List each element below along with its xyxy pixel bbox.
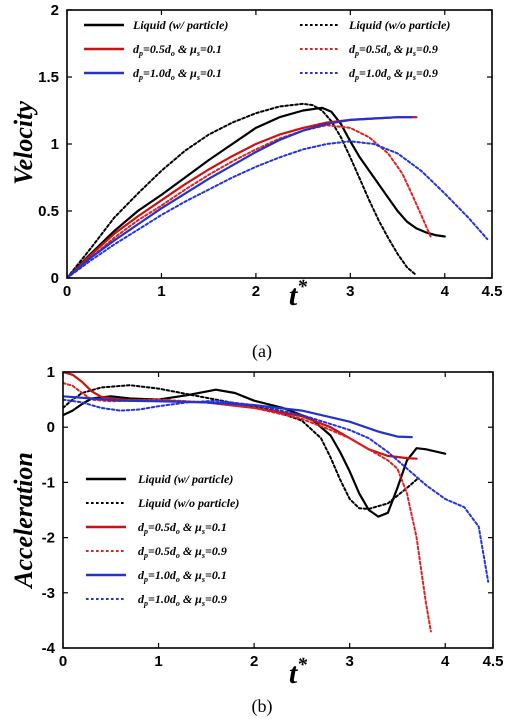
acceleration-x-tick-label: 2 bbox=[250, 653, 258, 670]
acceleration-plot-frame bbox=[62, 371, 494, 649]
acceleration-series-line-6 bbox=[63, 398, 490, 583]
velocity-x-axis-label-main: t bbox=[289, 279, 299, 312]
velocity-x-tick-label: 0 bbox=[63, 283, 71, 300]
acceleration-x-tick-label: 4.5 bbox=[483, 653, 504, 670]
acceleration-legend: Liquid (w/ particle) Liquid (w/o particle… bbox=[86, 472, 239, 608]
acceleration-chart: 0 1 2 3 4 4.5-4-3-2-101 Liquid (w/ particle)L… bbox=[9, 364, 503, 717]
velocity-chart: 0 1 2 3 4 4.500.511.52 Liquid (w/ particle) Li… bbox=[9, 2, 502, 362]
acceleration-legend-label-2: Liquid (w/o particle) bbox=[137, 496, 239, 510]
acceleration-x-tick-label: 1 bbox=[154, 653, 162, 670]
velocity-x-axis-label: t* bbox=[289, 276, 308, 312]
acceleration-legend-item-5: dp=1.0do & μs=0.1 bbox=[86, 568, 227, 584]
acceleration-legend-item-4: dp=0.5do & μs=0.9 bbox=[86, 544, 227, 560]
acceleration-legend-item-1: Liquid (w/ particle) bbox=[86, 472, 233, 486]
velocity-x-tick-label: 2 bbox=[252, 283, 260, 300]
velocity-x-tick-label: 4.5 bbox=[482, 283, 503, 300]
velocity-y-axis-label: Velocity bbox=[9, 101, 38, 185]
velocity-series-line-5 bbox=[67, 116, 413, 278]
acceleration-y-tick-label: -4 bbox=[42, 640, 56, 657]
velocity-series-line-1 bbox=[67, 106, 446, 278]
acceleration-y-tick-label: -1 bbox=[42, 474, 55, 491]
velocity-series-line-3 bbox=[67, 116, 418, 278]
velocity-series-line-6 bbox=[67, 140, 489, 278]
velocity-series-line-2 bbox=[67, 102, 418, 278]
acceleration-x-tick-label: 3 bbox=[345, 653, 353, 670]
velocity-axis-ticks: 0 1 2 3 4 4.5 0 0.5 1 1.5 2 bbox=[38, 2, 502, 300]
velocity-series-line-4 bbox=[67, 124, 432, 278]
acceleration-x-axis-label-sup: * bbox=[297, 654, 308, 676]
acceleration-legend-label-3: dp=0.5do & μs=0.1 bbox=[138, 520, 227, 536]
velocity-legend-label-1: Liquid (w/ particle) bbox=[132, 18, 228, 32]
velocity-legend-label-3: dp=0.5do & μs=0.1 bbox=[133, 42, 222, 58]
velocity-legend-item-2: Liquid (w/o particle) bbox=[300, 18, 450, 32]
velocity-y-tick-label: 0 bbox=[51, 270, 59, 287]
velocity-legend-item-1: Liquid (w/ particle) bbox=[84, 18, 228, 32]
velocity-caption: (a) bbox=[252, 341, 272, 362]
velocity-legend-item-4: dp=0.5do & μs=0.9 bbox=[300, 42, 438, 58]
acceleration-legend-label-4: dp=0.5do & μs=0.9 bbox=[138, 544, 227, 560]
velocity-y-tick-label: 1.5 bbox=[38, 69, 59, 86]
acceleration-x-tick-label: 0 bbox=[59, 653, 67, 670]
acceleration-legend-label-1: Liquid (w/ particle) bbox=[137, 472, 233, 486]
velocity-legend-item-6: dp=1.0do & μs=0.9 bbox=[300, 66, 438, 82]
acceleration-x-axis-label-main: t bbox=[289, 657, 299, 690]
velocity-legend-item-5: dp=1.0do & μs=0.1 bbox=[84, 66, 222, 82]
acceleration-y-axis-label: Acceleration bbox=[9, 452, 38, 590]
velocity-legend: Liquid (w/ particle) Liquid (w/o particle… bbox=[84, 18, 450, 82]
velocity-legend-item-3: dp=0.5do & μs=0.1 bbox=[84, 42, 222, 58]
acceleration-legend-label-6: dp=1.0do & μs=0.9 bbox=[138, 592, 227, 608]
velocity-x-axis-label-sup: * bbox=[297, 276, 308, 298]
acceleration-caption: (b) bbox=[252, 696, 273, 717]
velocity-y-tick-label: 0.5 bbox=[38, 203, 59, 220]
velocity-y-tick-label: 1 bbox=[51, 136, 59, 153]
acceleration-series-line-2 bbox=[63, 384, 418, 510]
acceleration-x-axis-label: t* bbox=[289, 654, 308, 690]
velocity-series-layer bbox=[67, 102, 489, 278]
acceleration-legend-item-6: dp=1.0do & μs=0.9 bbox=[86, 592, 227, 608]
velocity-x-tick-label: 4 bbox=[441, 283, 450, 300]
velocity-legend-label-5: dp=1.0do & μs=0.1 bbox=[133, 66, 222, 82]
acceleration-legend-item-2: Liquid (w/o particle) bbox=[86, 496, 239, 510]
acceleration-axis-ticks: 0 1 2 3 4 4.5 -4 -3 -2 -1 0 1 bbox=[42, 364, 504, 670]
acceleration-y-tick-label: -3 bbox=[42, 585, 55, 602]
velocity-legend-label-6: dp=1.0do & μs=0.9 bbox=[349, 66, 438, 82]
acceleration-legend-label-5: dp=1.0do & μs=0.1 bbox=[138, 568, 227, 584]
velocity-legend-label-2: Liquid (w/o particle) bbox=[348, 18, 450, 32]
velocity-y-tick-label: 2 bbox=[51, 2, 59, 19]
acceleration-y-tick-label: -2 bbox=[42, 530, 55, 547]
velocity-legend-label-4: dp=0.5do & μs=0.9 bbox=[349, 42, 438, 58]
acceleration-x-tick-label: 4 bbox=[441, 653, 450, 670]
acceleration-series-layer bbox=[63, 372, 490, 633]
velocity-x-tick-label: 1 bbox=[157, 283, 165, 300]
acceleration-y-tick-label: 0 bbox=[47, 419, 55, 436]
acceleration-y-tick-label: 1 bbox=[47, 364, 55, 381]
acceleration-legend-item-3: dp=0.5do & μs=0.1 bbox=[86, 520, 227, 536]
velocity-x-tick-label: 3 bbox=[346, 283, 354, 300]
